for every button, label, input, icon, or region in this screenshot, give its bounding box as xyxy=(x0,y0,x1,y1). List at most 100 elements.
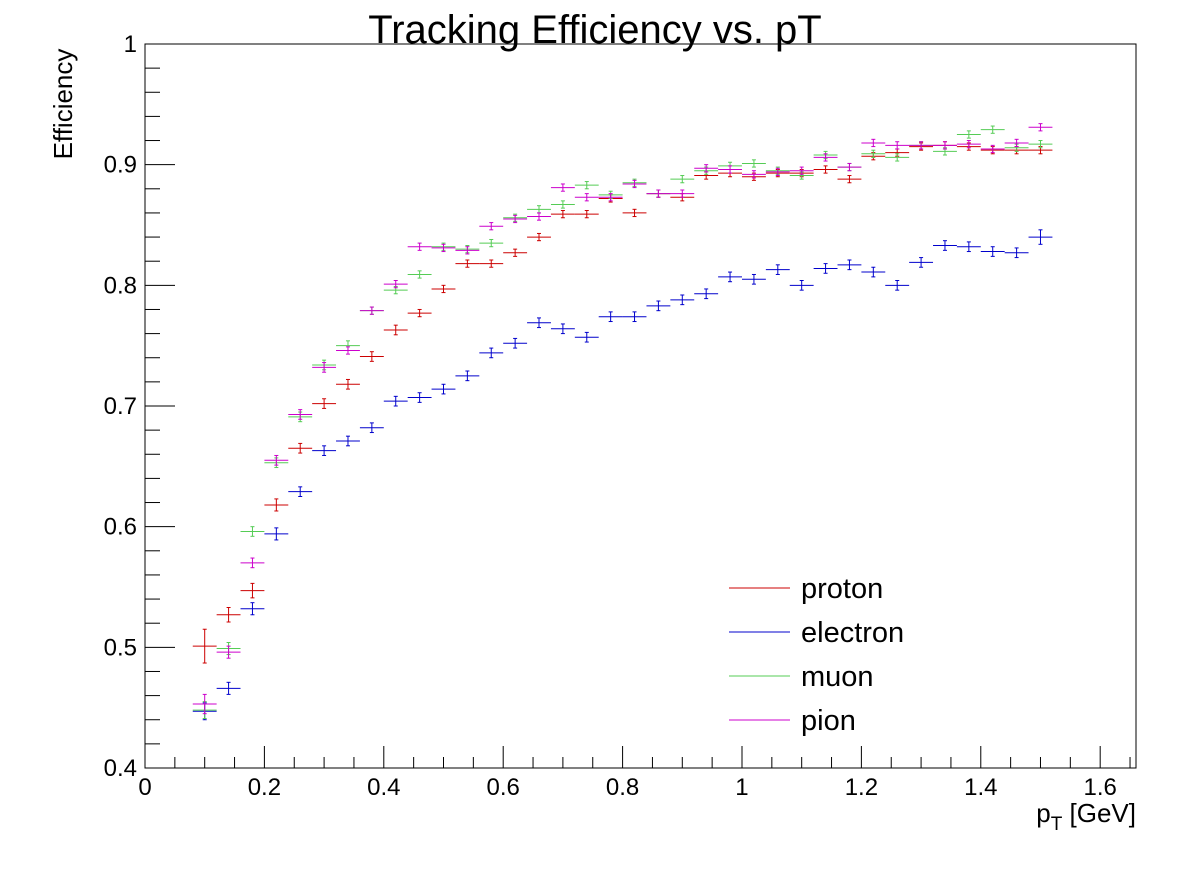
data-point-muon xyxy=(550,200,575,209)
data-point-pion xyxy=(813,153,838,162)
data-point-electron xyxy=(885,280,910,291)
x-tick-label: 0.2 xyxy=(248,774,281,801)
x-tick-label: 0.6 xyxy=(487,774,520,801)
y-tick-label: 0.7 xyxy=(104,393,137,420)
data-point-muon xyxy=(980,125,1005,134)
data-point-muon xyxy=(861,149,886,158)
data-point-pion xyxy=(264,454,289,466)
data-point-pion xyxy=(741,170,766,179)
data-point-muon xyxy=(479,238,504,248)
data-point-pion xyxy=(431,243,456,253)
x-tick-label: 1.4 xyxy=(964,774,997,801)
data-point-proton xyxy=(837,175,862,184)
x-tick-label: 1.2 xyxy=(845,774,878,801)
series-pion xyxy=(192,123,1053,715)
data-point-pion xyxy=(646,189,671,198)
data-point-electron xyxy=(765,264,790,275)
axis-tick-labels: 0 0.2 0.4 0.6 0.8 1 1.2 1.4 1.6 0.4 0.5 0.6 0.7 0.8 0.… xyxy=(104,31,1117,801)
data-point-proton xyxy=(479,259,504,268)
data-point-muon xyxy=(956,130,981,139)
data-point-electron xyxy=(312,445,337,456)
data-point-pion xyxy=(407,242,432,251)
data-point-proton xyxy=(813,165,838,174)
data-point-proton xyxy=(264,498,289,512)
chart-legend: proton electron muon pion xyxy=(729,573,904,737)
data-point-electron xyxy=(407,392,432,403)
legend-item-proton: proton xyxy=(729,573,883,605)
data-point-proton xyxy=(336,378,360,390)
data-point-electron xyxy=(336,435,360,447)
legend-label: proton xyxy=(801,573,883,605)
x-tick-label: 1 xyxy=(735,774,748,801)
data-point-electron xyxy=(503,337,528,349)
data-point-electron xyxy=(646,300,671,312)
data-point-electron xyxy=(216,681,241,695)
data-point-muon xyxy=(670,175,695,184)
data-point-electron xyxy=(622,311,647,323)
axis-ticks xyxy=(144,43,1131,769)
data-point-pion xyxy=(694,164,719,173)
data-point-electron xyxy=(741,273,766,285)
data-point-electron xyxy=(718,271,742,283)
data-point-electron xyxy=(288,486,313,497)
x-tick-label: 1.6 xyxy=(1083,774,1116,801)
data-point-proton xyxy=(383,324,408,336)
data-point-electron xyxy=(861,266,886,278)
data-point-pion xyxy=(837,162,862,172)
legend-label: electron xyxy=(801,617,904,649)
data-point-pion xyxy=(336,346,360,355)
data-point-pion xyxy=(885,141,910,150)
series-electron xyxy=(192,229,1053,721)
data-point-muon xyxy=(1028,140,1053,149)
data-point-pion xyxy=(312,362,337,373)
data-point-pion xyxy=(216,645,241,659)
y-tick-label: 0.4 xyxy=(104,755,137,782)
data-point-pion xyxy=(670,189,695,198)
data-point-pion xyxy=(455,246,480,255)
data-point-pion xyxy=(503,214,528,224)
data-point-pion xyxy=(956,140,981,149)
data-point-electron xyxy=(455,370,480,382)
legend-item-pion: pion xyxy=(729,705,856,737)
data-point-proton xyxy=(622,208,647,218)
data-point-electron xyxy=(574,331,599,343)
data-point-pion xyxy=(527,212,551,221)
data-point-electron xyxy=(383,395,408,407)
y-axis-label: Efficiency xyxy=(48,49,78,160)
data-point-pion xyxy=(1028,123,1053,132)
data-point-proton xyxy=(359,351,384,362)
data-point-electron xyxy=(956,241,981,253)
data-point-proton xyxy=(240,582,265,599)
data-point-pion xyxy=(550,183,575,192)
data-point-electron xyxy=(240,602,265,616)
x-axis-label-subscript: T xyxy=(1051,814,1063,835)
data-point-proton xyxy=(455,259,480,268)
data-point-proton xyxy=(288,442,313,454)
data-point-electron xyxy=(933,240,957,251)
data-point-pion xyxy=(383,280,408,289)
data-point-electron xyxy=(670,294,695,306)
y-tick-label: 0.6 xyxy=(104,514,137,541)
data-point-electron xyxy=(813,263,838,274)
data-point-electron xyxy=(980,246,1005,257)
data-point-proton xyxy=(216,607,241,623)
x-axis-label-unit: [GeV] xyxy=(1062,798,1136,828)
data-point-proton xyxy=(192,628,217,664)
data-point-pion xyxy=(574,193,599,202)
y-tick-label: 0.8 xyxy=(104,272,137,299)
data-point-pion xyxy=(598,193,623,202)
data-point-electron xyxy=(694,288,719,300)
data-point-pion xyxy=(861,138,886,148)
data-series-layer xyxy=(192,123,1053,721)
data-point-electron xyxy=(789,280,814,291)
data-point-muon xyxy=(741,159,766,168)
y-tick-label: 0.5 xyxy=(104,634,137,661)
data-point-electron xyxy=(598,311,623,323)
data-point-proton xyxy=(431,284,456,294)
data-point-pion xyxy=(718,165,742,174)
data-point-proton xyxy=(574,210,599,219)
x-tick-label: 0.4 xyxy=(367,774,400,801)
data-point-pion xyxy=(479,222,504,231)
y-tick-label: 0.9 xyxy=(104,152,137,179)
